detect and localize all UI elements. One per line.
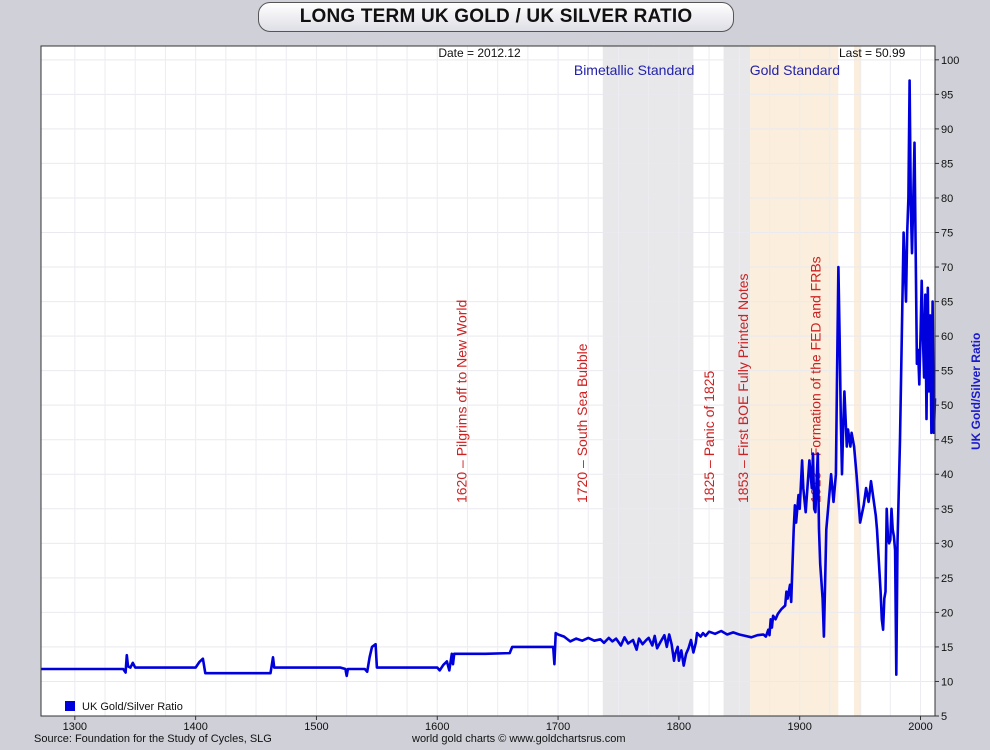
x-tick-label: 1700	[546, 721, 570, 733]
x-tick-label: 1900	[787, 721, 811, 733]
shaded-region-0	[602, 46, 694, 716]
y-axis: 5 10 15 20 25 30 35 40 45 50 55 60 65 70 75 80 85 90 95 100	[935, 55, 959, 723]
x-tick-label: 1800	[667, 721, 691, 733]
shaded-region-1	[723, 46, 751, 716]
source-note: Source: Foundation for the Study of Cycl…	[34, 733, 272, 745]
series-layer	[41, 79, 937, 678]
y-axis-label: UK Gold/Silver Ratio	[969, 333, 983, 450]
chart-title: LONG TERM UK GOLD / UK SILVER RATIO	[299, 6, 693, 27]
shaded-regions	[602, 46, 862, 716]
x-tick-label: 1600	[425, 721, 449, 733]
y-tick-label: 40	[941, 469, 953, 481]
annotation-label: 1853 – First BOE Fully Printed Notes	[735, 273, 751, 503]
y-tick-label: 55	[941, 366, 953, 378]
region-label: Gold Standard	[750, 62, 840, 78]
shaded-region-3	[854, 46, 862, 716]
y-tick-label: 25	[941, 573, 953, 585]
legend-label: UK Gold/Silver Ratio	[82, 701, 183, 713]
x-axis: 1300 1400 1500 1600 1700 1800 1900 2000	[63, 716, 933, 733]
y-tick-label: 95	[941, 89, 953, 101]
annotations: 1620 – Pilgrims off to New World 1720 – S…	[453, 256, 823, 503]
annotation-label: 1913 – Formation of the FED and FRBs	[807, 256, 823, 503]
x-tick-label: 1400	[183, 721, 207, 733]
annotation-label: 1620 – Pilgrims off to New World	[453, 300, 469, 503]
chart-title-box: LONG TERM UK GOLD / UK SILVER RATIO	[258, 2, 734, 32]
legend-swatch	[65, 701, 75, 711]
y-tick-label: 90	[941, 124, 953, 136]
y-tick-label: 80	[941, 193, 953, 205]
x-tick-label: 1300	[63, 721, 87, 733]
y-tick-label: 20	[941, 607, 953, 619]
legend: UK Gold/Silver Ratio	[65, 701, 183, 713]
y-tick-label: 30	[941, 538, 953, 550]
y-tick-label: 50	[941, 400, 953, 412]
x-tick-label: 1500	[304, 721, 328, 733]
region-label: Bimetallic Standard	[574, 62, 695, 78]
credit-note: world gold charts © www.goldchartsrus.co…	[412, 733, 626, 745]
y-tick-label: 10	[941, 676, 953, 688]
date-label: Date = 2012.12	[438, 46, 521, 60]
y-tick-label: 5	[941, 711, 947, 723]
y-tick-label: 60	[941, 331, 953, 343]
y-tick-label: 45	[941, 435, 953, 447]
y-tick-label: 35	[941, 504, 953, 516]
y-tick-label: 70	[941, 262, 953, 274]
last-value-label: Last = 50.99	[839, 46, 906, 60]
annotation-label: 1720 – South Sea Bubble	[574, 343, 590, 503]
grid-lines	[41, 46, 935, 717]
series-line	[41, 79, 937, 678]
y-tick-label: 65	[941, 297, 953, 309]
annotation-label: 1825 – Panic of 1825	[701, 370, 717, 503]
plot-border	[40, 45, 936, 717]
y-tick-label: 100	[941, 55, 959, 67]
region-labels: Bimetallic Standard Gold Standard	[574, 62, 840, 78]
y-tick-label: 15	[941, 642, 953, 654]
y-tick-label: 85	[941, 158, 953, 170]
y-tick-label: 75	[941, 227, 953, 239]
x-tick-label: 2000	[908, 721, 932, 733]
